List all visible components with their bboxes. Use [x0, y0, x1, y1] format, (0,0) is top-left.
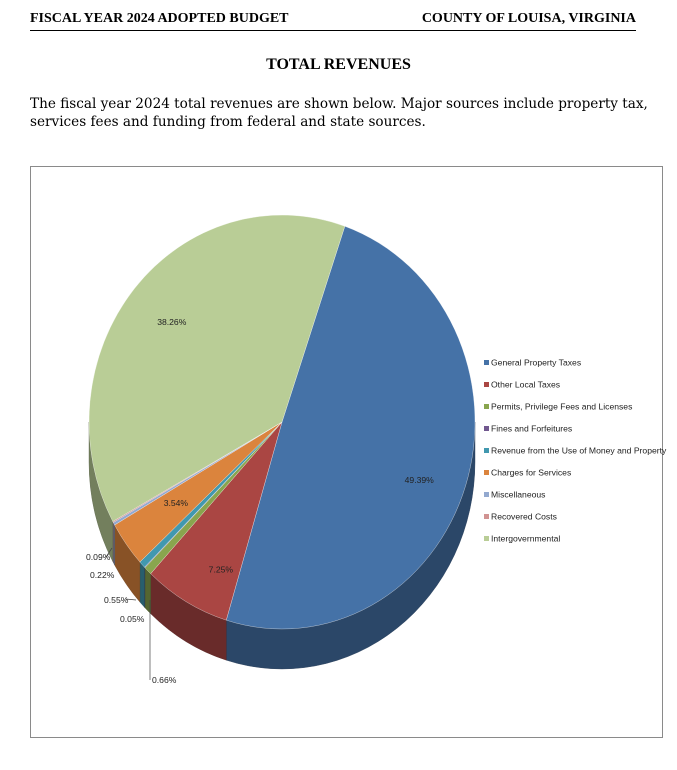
legend-item: Revenue from the Use of Money and Proper… [484, 446, 667, 456]
legend-label-7: Recovered Costs [491, 512, 557, 522]
legend-item: Miscellaneous [484, 490, 545, 500]
chart-frame [30, 166, 663, 738]
legend-swatch-6 [484, 492, 489, 497]
pie-slice-0 [226, 226, 476, 630]
header-left-title: FISCAL YEAR 2024 ADOPTED BUDGET [30, 11, 289, 26]
legend-swatch-1 [484, 382, 489, 387]
data-label-4: 0.55% [104, 595, 129, 605]
leader-line-4 [125, 598, 137, 601]
legend-swatch-8 [484, 536, 489, 541]
legend-label-8: Intergovernmental [491, 534, 560, 544]
data-label-3: 0.05% [120, 614, 145, 624]
leader-line-7 [105, 547, 113, 558]
legend-item: Permits, Privilege Fees and Licenses [484, 402, 632, 412]
pie-slice-8 [88, 214, 346, 522]
legend-label-0: General Property Taxes [491, 358, 581, 368]
legend-item: General Property Taxes [484, 358, 581, 368]
legend-label-5: Charges for Services [491, 468, 571, 478]
pie-top-group [88, 214, 476, 630]
legend-swatch-7 [484, 514, 489, 519]
pie-side-4 [139, 561, 145, 608]
header-right-title: COUNTY OF LOUISA, VIRGINIA [421, 11, 636, 26]
data-label-0: 49.39% [405, 475, 435, 485]
data-label-7: 0.09% [86, 552, 111, 562]
legend-label-3: Fines and Forfeitures [491, 424, 572, 434]
data-label-1: 7.25% [209, 564, 234, 574]
legend-swatch-4 [484, 448, 489, 453]
intro-paragraph: The fiscal year 2024 total revenues are … [30, 96, 648, 130]
legend-label-6: Miscellaneous [491, 490, 545, 500]
data-label-6: 0.22% [90, 570, 115, 580]
legend-item: Recovered Costs [484, 512, 557, 522]
legend-label-4: Revenue from the Use of Money and Proper… [491, 446, 667, 456]
legend-swatch-0 [484, 360, 489, 365]
page-header: FISCAL YEAR 2024 ADOPTED BUDGET COUNTY O… [30, 10, 636, 31]
page-title: TOTAL REVENUES [266, 56, 411, 73]
data-label-8: 38.26% [157, 317, 187, 327]
legend-swatch-2 [484, 404, 489, 409]
legend-item: Other Local Taxes [484, 380, 560, 390]
legend-item: Intergovernmental [484, 534, 560, 544]
data-labels: 49.39% 7.25% 0.66% 0.05% 0.55% 3.54% 0.22% 0.09… [86, 317, 434, 685]
legend-swatch-5 [484, 470, 489, 475]
legend-label-1: Other Local Taxes [491, 380, 560, 390]
data-label-5: 3.54% [164, 498, 189, 508]
legend-item: Charges for Services [484, 468, 571, 478]
chart-legend: General Property Taxes Other Local Taxes P… [484, 358, 667, 544]
data-label-2: 0.66% [152, 675, 177, 685]
legend-label-2: Permits, Privilege Fees and Licenses [491, 402, 632, 412]
legend-item: Fines and Forfeitures [484, 424, 572, 434]
legend-swatch-3 [484, 426, 489, 431]
